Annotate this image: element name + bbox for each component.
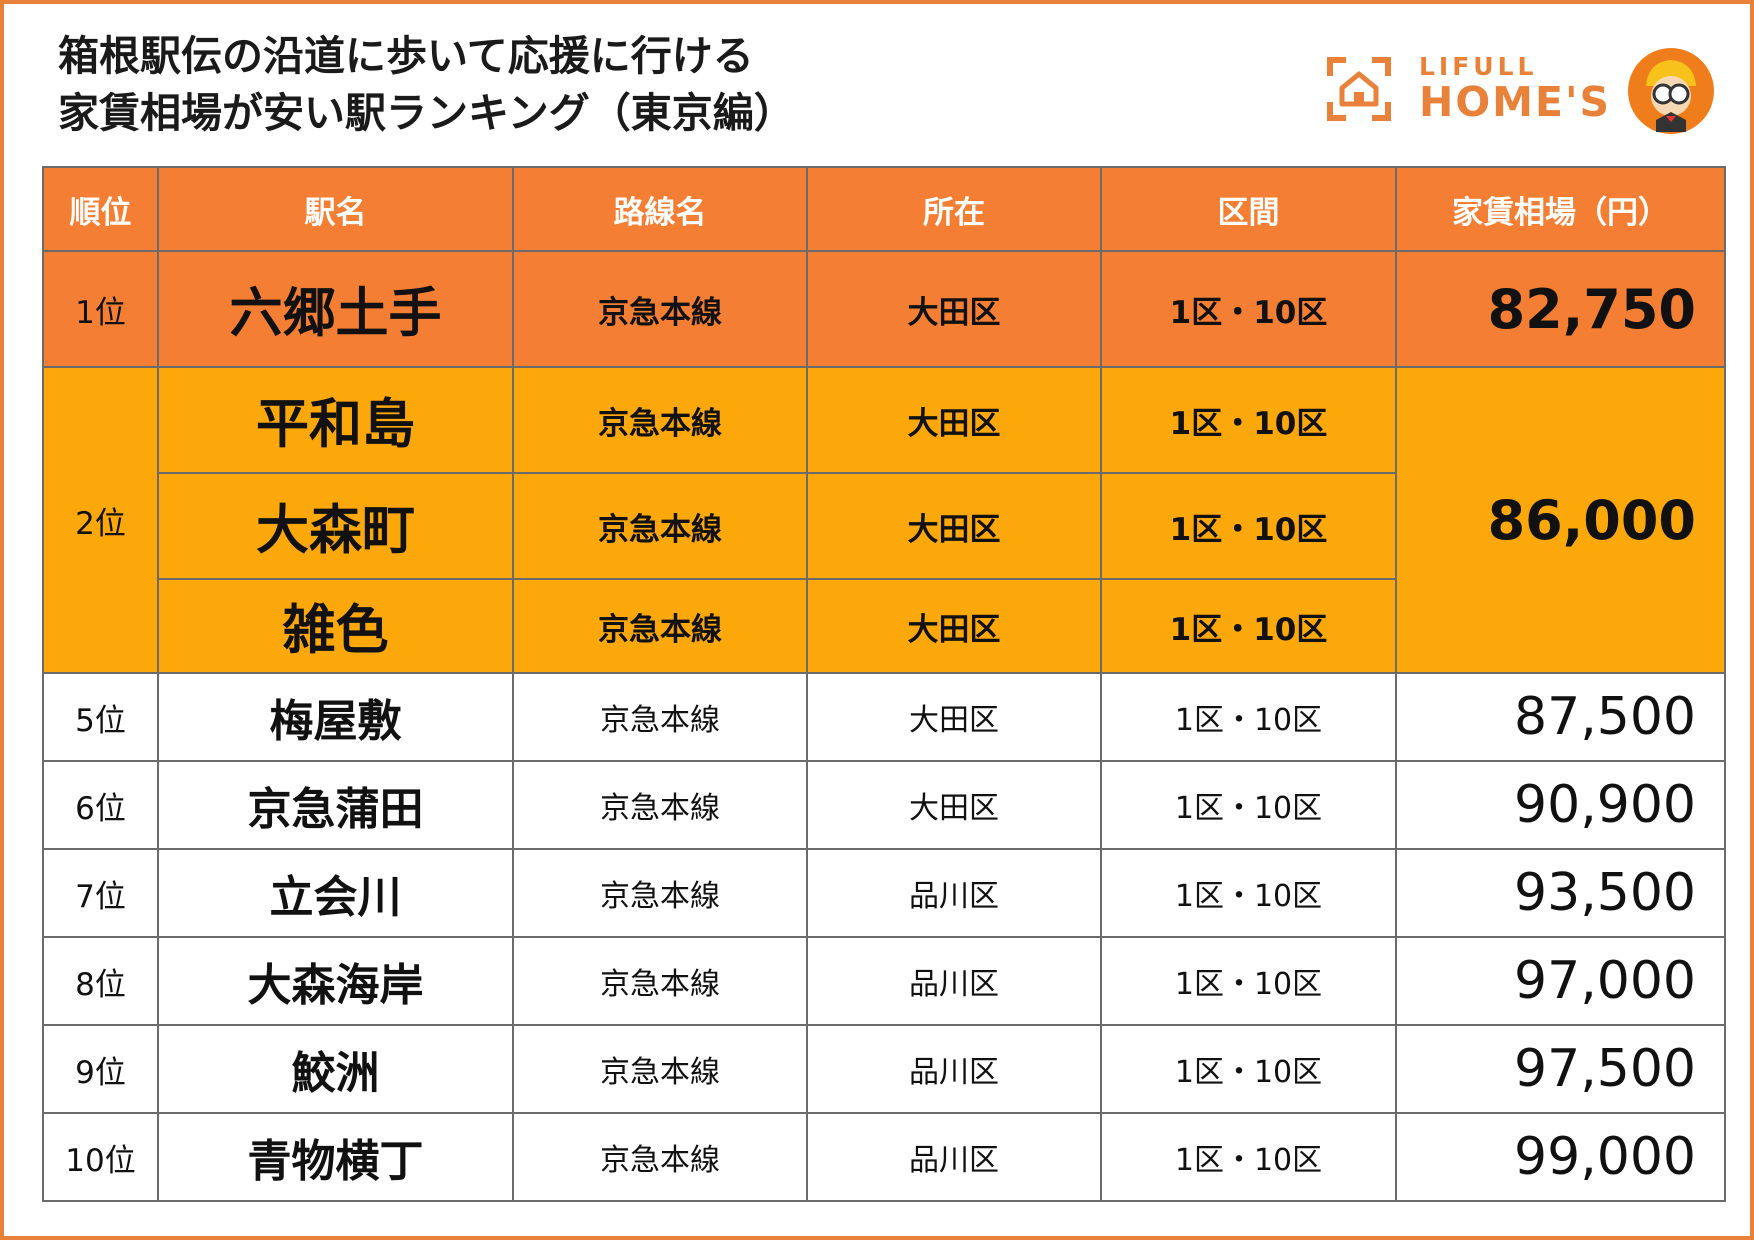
mascot-icon <box>1628 48 1714 134</box>
ward-cell: 大田区 <box>806 578 1102 674</box>
section-cell: 1区・10区 <box>1100 936 1397 1026</box>
rent-cell: 97,000 <box>1395 936 1726 1026</box>
table-row: 5位 梅屋敷 京急本線 大田区 1区・10区 87,500 <box>42 672 1726 762</box>
table-row: 雑色 京急本線 大田区 1区・10区 <box>43 578 1725 674</box>
station-cell: 大森海岸 <box>157 936 514 1026</box>
section-cell: 1区・10区 <box>1100 1112 1397 1202</box>
table-row: 6位 京急蒲田 京急本線 大田区 1区・10区 90,900 <box>42 760 1726 850</box>
rank-cell: 6位 <box>42 760 159 850</box>
line-cell: 京急本線 <box>512 1024 808 1114</box>
ward-cell: 大田区 <box>806 250 1102 368</box>
logo-line-1: LIFULL <box>1419 52 1538 81</box>
table-row: 8位 大森海岸 京急本線 品川区 1区・10区 97,000 <box>42 936 1726 1026</box>
rank-cell: 1位 <box>42 250 159 368</box>
ward-cell: 品川区 <box>806 1024 1102 1114</box>
ward-cell: 大田区 <box>806 472 1102 580</box>
station-cell: 梅屋敷 <box>157 672 514 762</box>
title-line-1: 箱根駅伝の沿道に歩いて応援に行ける <box>58 32 754 80</box>
rent-cell: 93,500 <box>1395 848 1726 938</box>
station-cell: 鮫洲 <box>157 1024 514 1114</box>
line-cell: 京急本線 <box>512 1112 808 1202</box>
ward-cell: 大田区 <box>806 760 1102 850</box>
ward-cell: 品川区 <box>806 848 1102 938</box>
header-rank: 順位 <box>42 166 159 252</box>
table-row: 2位 平和島 京急本線 大田区 1区・10区 86,000 <box>42 366 1726 674</box>
line-cell: 京急本線 <box>512 366 808 474</box>
header-line: 路線名 <box>512 166 808 252</box>
line-cell: 京急本線 <box>512 578 808 674</box>
ranking-table: 順位 駅名 路線名 所在 区間 家賃相場（円） 1位 六郷土手 京急本線 大田区… <box>42 166 1726 1202</box>
table-row: 9位 鮫洲 京急本線 品川区 1区・10区 97,500 <box>42 1024 1726 1114</box>
table-row: 10位 青物横丁 京急本線 品川区 1区・10区 99,000 <box>42 1112 1726 1202</box>
header-station: 駅名 <box>157 166 514 252</box>
rank-cell: 8位 <box>42 936 159 1026</box>
rank-cell: 10位 <box>42 1112 159 1202</box>
section-cell: 1区・10区 <box>1100 472 1397 580</box>
header-section: 区間 <box>1100 166 1397 252</box>
table-row: 7位 立会川 京急本線 品川区 1区・10区 93,500 <box>42 848 1726 938</box>
station-cell: 平和島 <box>157 366 514 474</box>
chart-title: 箱根駅伝の沿道に歩いて応援に行ける 家賃相場が安い駅ランキング（東京編） <box>58 28 795 142</box>
station-cell: 京急蒲田 <box>157 760 514 850</box>
rank-cell: 2位 <box>42 366 159 674</box>
line-cell: 京急本線 <box>512 672 808 762</box>
table-header-row: 順位 駅名 路線名 所在 区間 家賃相場（円） <box>42 166 1726 252</box>
rank-cell: 5位 <box>42 672 159 762</box>
rent-cell: 90,900 <box>1395 760 1726 850</box>
station-cell: 雑色 <box>157 578 514 674</box>
line-cell: 京急本線 <box>512 936 808 1026</box>
header-rent: 家賃相場（円） <box>1395 166 1726 252</box>
section-cell: 1区・10区 <box>1100 760 1397 850</box>
rank-cell: 7位 <box>42 848 159 938</box>
station-cell: 立会川 <box>157 848 514 938</box>
rent-cell: 82,750 <box>1395 250 1726 368</box>
section-cell: 1区・10区 <box>1100 672 1397 762</box>
station-cell: 大森町 <box>157 472 514 580</box>
station-cell: 青物横丁 <box>157 1112 514 1202</box>
header-ward: 所在 <box>806 166 1102 252</box>
rent-cell: 99,000 <box>1395 1112 1726 1202</box>
section-cell: 1区・10区 <box>1100 1024 1397 1114</box>
rent-cell: 87,500 <box>1395 672 1726 762</box>
rent-cell: 86,000 <box>1395 366 1726 674</box>
line-cell: 京急本線 <box>512 472 808 580</box>
house-icon <box>1327 57 1391 121</box>
section-cell: 1区・10区 <box>1100 250 1397 368</box>
ward-cell: 大田区 <box>806 366 1102 474</box>
title-line-2: 家賃相場が安い駅ランキング（東京編） <box>58 89 795 137</box>
station-cell: 六郷土手 <box>157 250 514 368</box>
section-cell: 1区・10区 <box>1100 848 1397 938</box>
line-cell: 京急本線 <box>512 250 808 368</box>
section-cell: 1区・10区 <box>1100 578 1397 674</box>
logo-line-2: HOME'S <box>1419 78 1612 126</box>
ward-cell: 大田区 <box>806 672 1102 762</box>
rent-cell: 97,500 <box>1395 1024 1726 1114</box>
rank-cell: 9位 <box>42 1024 159 1114</box>
table-row: 1位 六郷土手 京急本線 大田区 1区・10区 82,750 <box>42 250 1726 368</box>
table-row: 大森町 京急本線 大田区 1区・10区 <box>43 472 1725 580</box>
lifull-homes-logo: LIFULL HOME'S <box>1324 48 1724 138</box>
ward-cell: 品川区 <box>806 1112 1102 1202</box>
ward-cell: 品川区 <box>806 936 1102 1026</box>
line-cell: 京急本線 <box>512 760 808 850</box>
section-cell: 1区・10区 <box>1100 366 1397 474</box>
line-cell: 京急本線 <box>512 848 808 938</box>
